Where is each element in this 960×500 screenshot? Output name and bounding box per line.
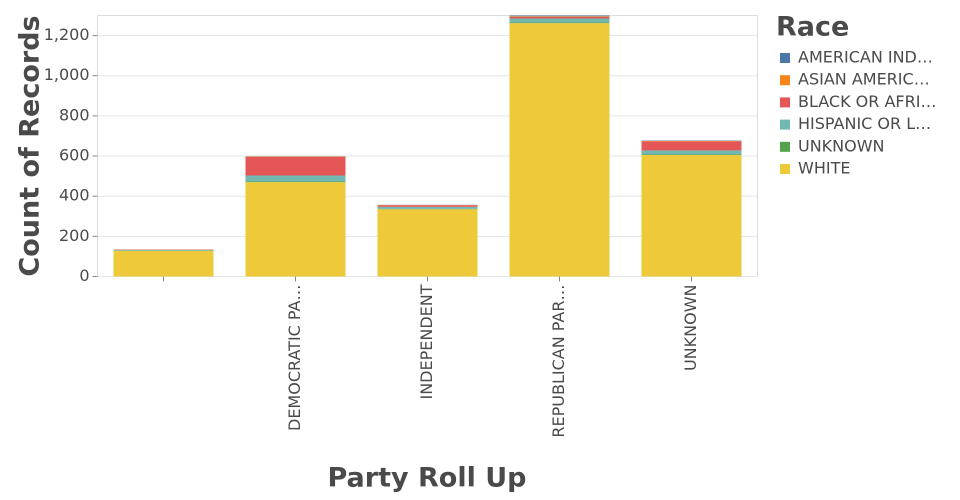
x-tick-label: REPUBLICAN PAR… — [549, 285, 568, 438]
legend-swatch — [780, 75, 790, 86]
bar-segment — [377, 209, 478, 277]
legend-label: ASIAN AMERIC… — [798, 70, 930, 89]
y-tick-label: 1,000 — [44, 65, 90, 84]
bar-segment — [509, 16, 610, 17]
y-tick-label: 200 — [59, 226, 90, 245]
y-tick-label: 600 — [59, 146, 90, 165]
legend-swatch — [780, 53, 790, 63]
legend-title: Race — [776, 12, 849, 43]
x-tick-label: DEMOCRATIC PA… — [285, 285, 304, 432]
y-tick-label: 400 — [59, 186, 90, 205]
bar-segment — [641, 154, 742, 156]
bar-segment — [377, 206, 478, 209]
bar-segment — [641, 155, 742, 277]
bar-segment — [641, 150, 742, 155]
bar-segment — [509, 22, 610, 24]
y-tick-label: 800 — [59, 105, 90, 124]
x-tick-label: UNKNOWN — [681, 285, 700, 372]
bar-segment — [245, 181, 346, 183]
legend-label: WHITE — [798, 159, 850, 178]
legend-label: BLACK OR AFRI… — [798, 92, 936, 111]
x-tick-label: INDEPENDENT — [417, 284, 436, 399]
bar-segment — [641, 141, 742, 151]
y-axis-title: Count of Records — [15, 15, 46, 276]
bar-segment — [377, 205, 478, 207]
bar-segment — [245, 182, 346, 277]
bar-segment — [509, 16, 610, 19]
legend-swatch — [780, 119, 790, 130]
y-tick-label: 0 — [79, 266, 89, 285]
legend-swatch — [780, 164, 790, 174]
bar-segment — [509, 18, 610, 23]
bar-segment — [509, 23, 610, 277]
bar-segment — [509, 15, 610, 17]
legend-label: AMERICAN IND… — [798, 48, 933, 67]
legend-swatch — [780, 141, 790, 152]
bar-segment — [245, 175, 346, 182]
legend-label: UNKNOWN — [798, 136, 885, 155]
y-tick-label: 1,200 — [44, 25, 90, 44]
legend-swatch — [780, 97, 790, 108]
bar-segment — [245, 156, 346, 176]
x-axis-title: Party Roll Up — [327, 463, 526, 494]
legend-label: HISPANIC OR L… — [798, 114, 931, 133]
bar-segment — [113, 249, 214, 251]
bar-segment — [113, 250, 214, 277]
